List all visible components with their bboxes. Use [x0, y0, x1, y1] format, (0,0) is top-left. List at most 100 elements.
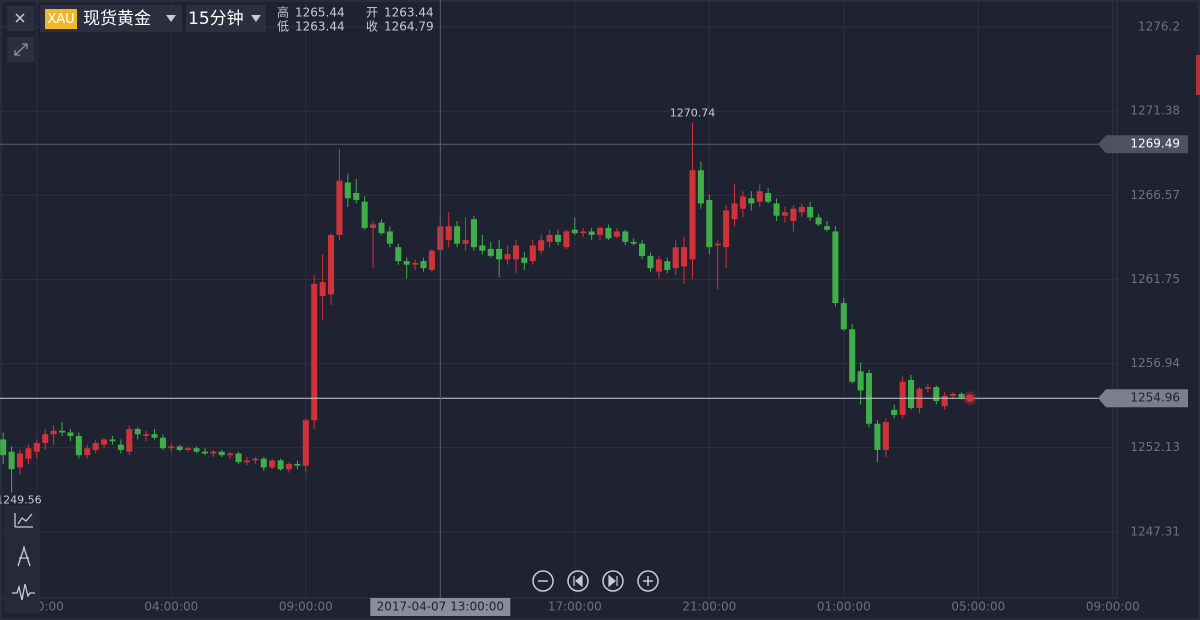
open-label: 开 — [366, 6, 378, 20]
candle-body — [479, 245, 486, 251]
candle-body — [328, 234, 335, 295]
candle-body — [378, 222, 385, 234]
candle-body — [344, 182, 351, 199]
candle-body — [731, 203, 738, 220]
close-value: 1264.79 — [384, 20, 434, 34]
candle-body — [546, 234, 553, 242]
candle-body — [235, 453, 242, 463]
expand-icon — [14, 43, 28, 56]
candle-body — [227, 453, 234, 456]
zoom-in[interactable] — [637, 570, 659, 592]
candle-body — [159, 437, 166, 449]
period: 15分钟 — [188, 9, 244, 29]
candle-body — [193, 448, 200, 452]
crosshair-y-tag — [1098, 135, 1188, 154]
candle-body — [891, 409, 898, 415]
candle-body — [412, 262, 419, 265]
candle-body — [882, 421, 889, 450]
candle-body — [554, 234, 562, 242]
candle-body — [92, 442, 99, 450]
candle-body — [950, 394, 957, 396]
x-tick-label: 04:00:00 — [144, 600, 198, 614]
crosshair-x-label: 2017-04-07 13:00:00 — [377, 600, 504, 614]
candles — [0, 122, 973, 493]
candle-body — [857, 371, 864, 391]
indicator-tool[interactable] — [14, 513, 33, 528]
candle-body — [269, 460, 276, 468]
candle-body — [941, 395, 948, 407]
candle-body — [790, 208, 797, 221]
grid: 1276.2 1271.38 1266.57 1261.75 1256.94 1252.1… — [0, 0, 1180, 614]
candle-body — [664, 261, 671, 270]
candle-body — [521, 257, 528, 263]
candle-body — [849, 329, 856, 382]
open-value: 1263.44 — [384, 6, 434, 20]
candle-body — [462, 240, 469, 244]
x-tick-label: 09:00:00 — [1086, 600, 1140, 614]
low-value: 1263.44 — [295, 20, 345, 34]
symbol-name: 现货黄金 — [83, 9, 151, 29]
candle-body — [59, 430, 66, 433]
crosshair-y-label: 1269.49 — [1130, 137, 1180, 151]
crosshair-x-tag — [370, 598, 511, 616]
candle-body — [655, 259, 662, 272]
close-icon — [15, 13, 25, 23]
y-tick-label: 1247.31 — [1130, 524, 1180, 538]
wave-tool[interactable] — [12, 583, 35, 601]
low-label: 低 — [277, 20, 289, 34]
candle-body — [370, 224, 377, 228]
draw-tool[interactable] — [17, 546, 31, 567]
candle-body — [529, 245, 536, 262]
candle-body — [487, 248, 494, 256]
candle-body — [681, 247, 688, 267]
candle-body — [201, 451, 208, 454]
candle-body — [285, 463, 293, 470]
candle-body — [723, 210, 730, 248]
candle-body — [243, 460, 250, 463]
y-tick-label: 1276.2 — [1138, 19, 1180, 33]
candle-body — [420, 261, 427, 269]
candle-body — [33, 442, 40, 452]
candle-body — [50, 430, 57, 435]
candle-body — [672, 247, 679, 269]
candle-body — [109, 439, 116, 442]
candle-body — [563, 231, 570, 248]
candle-body — [538, 240, 545, 251]
candle-body — [781, 212, 788, 216]
candle-body — [311, 283, 318, 421]
candle-body — [807, 206, 814, 218]
last-price-dot — [965, 394, 974, 403]
candle-body — [395, 247, 402, 262]
candle-body — [504, 254, 511, 260]
candle-body — [647, 255, 654, 269]
candle-body — [840, 303, 847, 330]
candle-body — [630, 241, 637, 244]
x-tick-label: 09:00:00 — [279, 600, 333, 614]
candle-body — [815, 217, 822, 225]
scroll-marker — [1196, 55, 1200, 95]
candle-body — [958, 394, 965, 398]
candle-body — [832, 231, 839, 304]
candle-body — [386, 231, 393, 244]
x-tick-label: 05:00:00 — [951, 600, 1005, 614]
y-tick-label: 1261.75 — [1130, 272, 1180, 286]
candle-body — [361, 201, 368, 228]
candle-body — [353, 192, 360, 200]
candle-body — [622, 231, 629, 242]
x-tick-label: 01:00:00 — [817, 600, 871, 614]
period-selector[interactable] — [186, 5, 266, 32]
candle-body — [294, 463, 301, 466]
candle-body — [42, 434, 49, 443]
dropdown-arrow — [166, 15, 176, 22]
step-back[interactable] — [567, 570, 589, 592]
candle-body — [756, 191, 763, 202]
candle-body — [874, 423, 881, 450]
candle-body — [75, 435, 82, 456]
candle-body — [496, 248, 503, 260]
step-forward[interactable] — [602, 570, 624, 592]
last-price-label: 1254.96 — [1130, 391, 1180, 405]
zoom-out[interactable] — [532, 570, 554, 592]
candle-body — [639, 243, 646, 256]
